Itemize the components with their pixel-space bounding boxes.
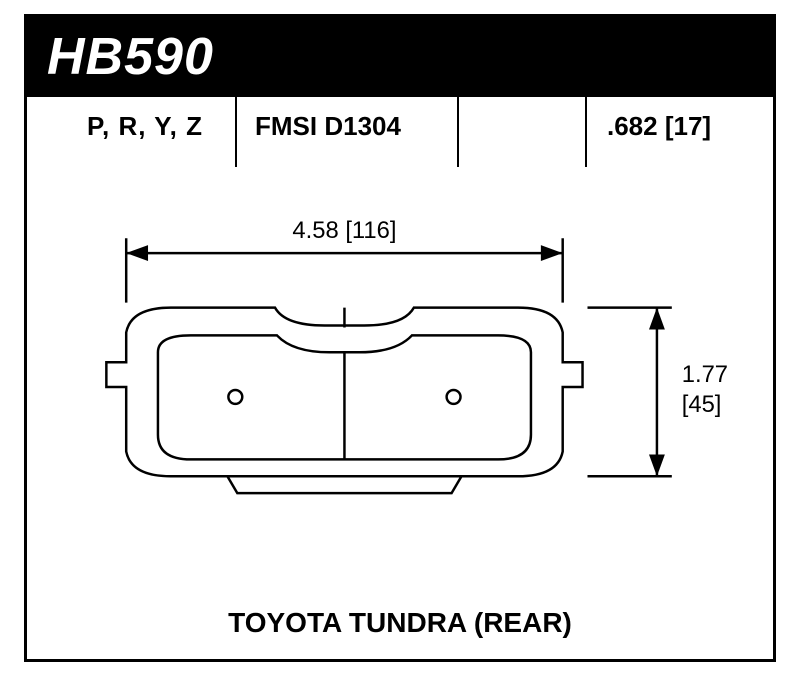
pad-outline [106,308,582,494]
spec-fmsi: FMSI D1304 [255,111,401,142]
part-header: HB590 [27,17,773,97]
pad-drawing: 4.58 [116] 1.77 [45] [27,167,773,607]
width-dimension: 4.58 [116] [126,217,562,302]
spec-divider [235,97,237,167]
spec-divider [457,97,459,167]
spec-compounds: P, R, Y, Z [87,111,203,142]
height-dimension: 1.77 [45] [587,308,728,477]
width-dim-label: 4.58 [116] [292,217,396,244]
diagram-frame: HB590 P, R, Y, Z FMSI D1304 .682 [17] 4.… [24,14,776,662]
spec-divider [585,97,587,167]
spec-thickness: .682 [17] [607,111,711,142]
specs-row: P, R, Y, Z FMSI D1304 .682 [17] [27,97,773,167]
height-dim-label-1: 1.77 [682,361,728,388]
vehicle-application: TOYOTA TUNDRA (REAR) [27,607,773,639]
height-dim-label-2: [45] [682,391,722,418]
part-number: HB590 [47,27,214,87]
